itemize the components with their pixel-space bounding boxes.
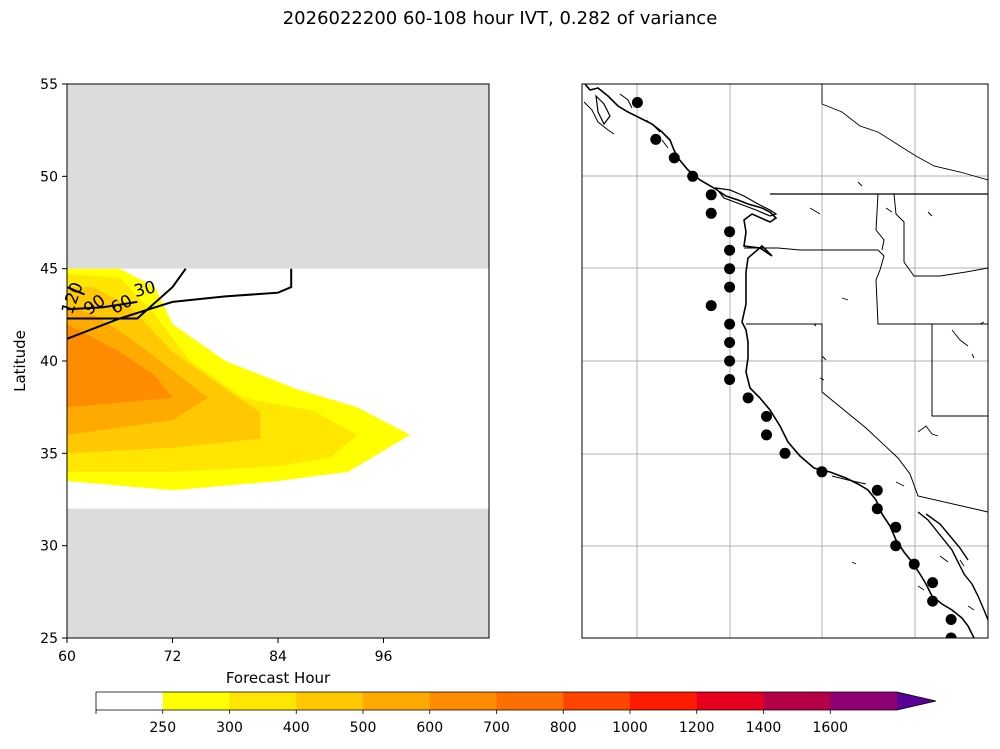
baja-peninsula [917,511,988,621]
colorbar-segment [630,692,698,710]
map-point [724,337,736,348]
x-tick-label: 72 [164,649,182,665]
x-axis-label: Forecast Hour [226,669,331,687]
y-tick-label: 45 [40,262,58,278]
contour-lines [66,268,293,340]
map-point [890,521,902,533]
contour-line-90 [66,300,138,311]
y-tick-label: 55 [40,77,58,93]
map-point [908,558,920,570]
y-axis-ticks: 25 30 35 40 45 50 55 [40,77,67,647]
colorbar: 250 300 400 500 600 700 800 1000 1200 1400 1600 [95,691,937,736]
colorbar-outline [95,691,937,711]
figure-title: 2026022200 60-108 hour IVT, 0.282 of var… [282,8,718,29]
colorbar-segment [496,692,564,710]
colorbar-tick-label: 500 [350,720,377,736]
colorbar-segments [96,692,898,710]
no-data-band [67,84,489,269]
map-point [687,170,699,182]
map-point [705,207,717,219]
vancouver-island [714,187,778,217]
map-points [631,97,957,638]
contour-line-60 [67,268,187,320]
map-point [945,614,957,625]
map-point [871,503,883,515]
colorbar-segment [96,692,164,710]
map-point [668,152,680,164]
x-tick-label: 96 [375,649,393,665]
colorbar-tick-label: 400 [283,720,310,736]
colorbar-tick-label: 250 [149,720,176,736]
map-point [724,263,736,275]
colorbar-ticks: 250 300 400 500 600 700 800 1000 1200 1400 1600 [95,710,848,736]
colorbar-segment [763,692,831,710]
colorbar-segment [363,692,431,710]
lakes-rivers [809,84,988,611]
map-point [945,632,957,638]
haida-gwaii [595,94,611,126]
colorbar-segment [229,692,297,710]
map-point [724,226,736,238]
map-gridlines [582,84,988,638]
map-point [705,300,717,312]
y-tick-label: 25 [40,631,58,647]
map-point [724,355,736,367]
colorbar-extend-arrow [897,692,936,710]
map-point [742,392,754,404]
map-point [761,410,772,422]
map-point [705,189,717,201]
contour-fill-600 [67,324,173,408]
colorbar-tick-label: 600 [416,720,443,736]
y-axis-label: Latitude [11,330,29,392]
map-point [724,374,736,385]
x-tick-label: 84 [269,649,287,665]
x-tick-label: 60 [58,649,76,665]
map-frame [581,83,989,639]
colorbar-segment [296,692,364,710]
contour-fills [67,268,410,491]
state-borders [744,193,988,513]
colorbar-segment [563,692,631,710]
colorbar-segment [429,692,497,710]
colorbar-tick-label: 1600 [812,720,848,736]
inner-islands [583,93,669,149]
no-data-regions [67,84,489,638]
colorbar-segment [696,692,764,710]
colorbar-tick-label: 700 [483,720,510,736]
map-point [650,133,662,145]
map-point [631,97,643,108]
map-point [724,281,736,293]
y-tick-label: 30 [40,539,58,555]
y-tick-label: 40 [40,354,58,370]
colorbar-tick-label: 1400 [746,720,782,736]
colorbar-tick-label: 800 [550,720,577,736]
map-point [927,577,939,589]
map-point [816,466,828,478]
y-tick-label: 50 [40,169,58,185]
colorbar-segment [162,692,230,710]
map-panel [581,83,989,639]
contour-line-120 [66,286,85,296]
y-tick-label: 35 [40,446,58,462]
colorbar-segment [830,692,898,710]
map-point [724,318,736,330]
map-point [724,244,736,256]
map-point [927,595,939,607]
colorbar-tick-label: 1200 [679,720,715,736]
no-data-band [67,508,489,638]
colorbar-tick-label: 300 [216,720,243,736]
map-point [779,447,791,459]
map-point [890,540,902,552]
x-axis-ticks: 60 72 84 96 [58,638,392,665]
map-point [871,484,883,496]
map-point [761,429,772,441]
colorbar-tick-label: 1000 [612,720,648,736]
